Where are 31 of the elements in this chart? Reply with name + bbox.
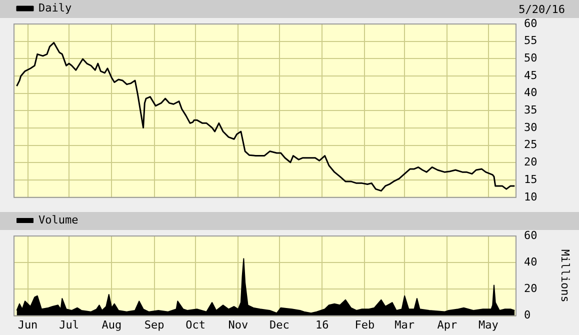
y-tick-label: 40 — [524, 86, 538, 100]
y-axis-title: Millions — [558, 249, 572, 302]
y-tick-label: 60 — [524, 228, 538, 242]
x-tick-label: Feb — [354, 318, 375, 332]
x-tick-label: Aug — [102, 318, 122, 332]
x-tick-label: Jun — [18, 318, 38, 332]
y-tick-label: 55 — [524, 34, 538, 48]
x-tick-label: Sep — [144, 318, 164, 332]
x-tick-label: Nov — [228, 318, 248, 332]
legend-label: Daily — [38, 1, 72, 14]
y-tick-label: 10 — [524, 190, 538, 204]
legend-label: Volume — [38, 213, 78, 226]
y-tick-label: 0 — [524, 308, 531, 322]
y-tick-label: 20 — [524, 282, 538, 296]
y-tick-label: 25 — [524, 138, 538, 152]
y-tick-label: 30 — [524, 120, 538, 134]
x-tick-label: Oct — [186, 318, 206, 332]
x-tick-label: 16 — [315, 318, 329, 332]
y-tick-label: 20 — [524, 156, 538, 169]
y-tick-label: 45 — [524, 68, 538, 82]
y-tick-label: 40 — [524, 255, 538, 268]
y-tick-label: 35 — [524, 104, 538, 117]
x-tick-label: Apr — [437, 318, 458, 332]
x-tick-label: Mar — [394, 318, 415, 332]
y-tick-label: 50 — [524, 52, 538, 65]
x-tick-label: Dec — [270, 318, 290, 332]
x-tick-label: Jul — [59, 318, 79, 332]
x-tick-label: May — [478, 318, 499, 332]
y-tick-label: 60 — [524, 16, 538, 30]
text: 5/20/16 — [518, 2, 565, 16]
y-tick-label: 15 — [524, 172, 538, 186]
